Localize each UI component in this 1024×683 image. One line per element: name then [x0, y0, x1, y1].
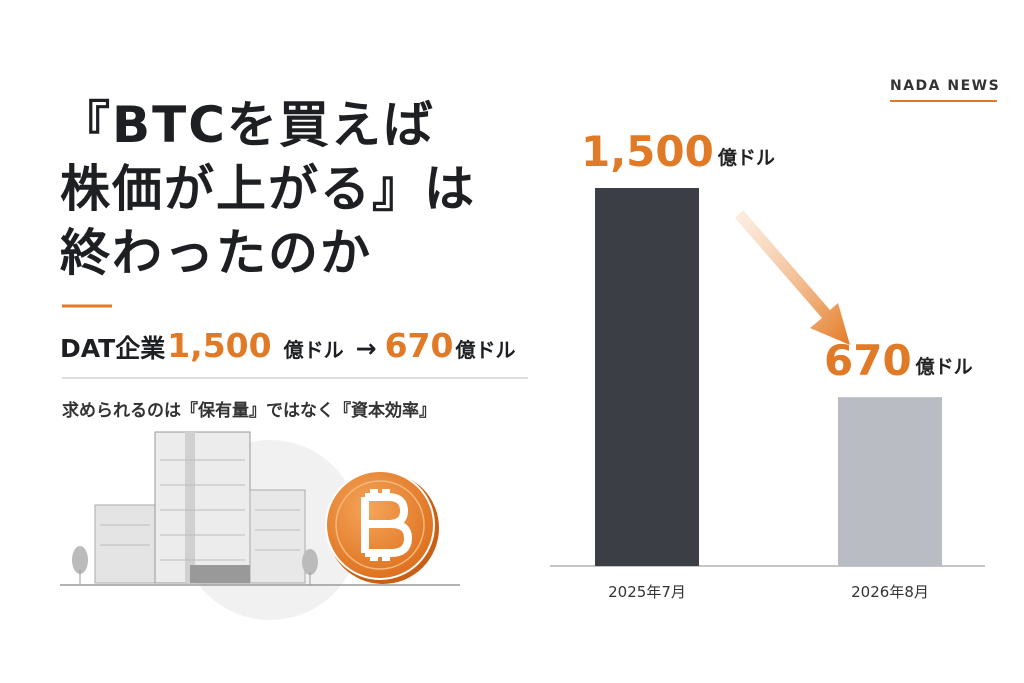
- x-tick-label: 2025年7月: [608, 583, 686, 601]
- bar: [838, 397, 942, 566]
- illustration: [60, 431, 460, 620]
- value-unit: 億ドル: [915, 355, 973, 378]
- headline-arrow: →: [356, 334, 377, 363]
- headline-unit: 億ドル: [283, 338, 344, 362]
- brand: NADA NEWS: [890, 78, 1000, 94]
- value-label: 1,500: [581, 127, 714, 176]
- tagline: 求められるのは『保有量』ではなく『資本効率』: [62, 400, 436, 421]
- headline: DAT企業 1,500 億ドル → 670 億ドル: [60, 326, 515, 365]
- title-line: 終わったのか: [60, 224, 372, 282]
- x-tick-label: 2026年8月: [851, 583, 929, 601]
- headline-prefix: DAT企業: [60, 334, 165, 363]
- title-line: 株価が上がる』は: [60, 160, 476, 218]
- headline-from: 1,500: [167, 326, 271, 365]
- headline-to: 670: [385, 326, 454, 365]
- trend-arrow: [735, 210, 850, 345]
- title-line: 『BTCを買えば: [60, 96, 435, 154]
- headline-unit: 億ドル: [454, 338, 515, 362]
- value-unit: 億ドル: [717, 146, 775, 169]
- bar: [595, 188, 699, 566]
- value-label: 670: [824, 336, 912, 385]
